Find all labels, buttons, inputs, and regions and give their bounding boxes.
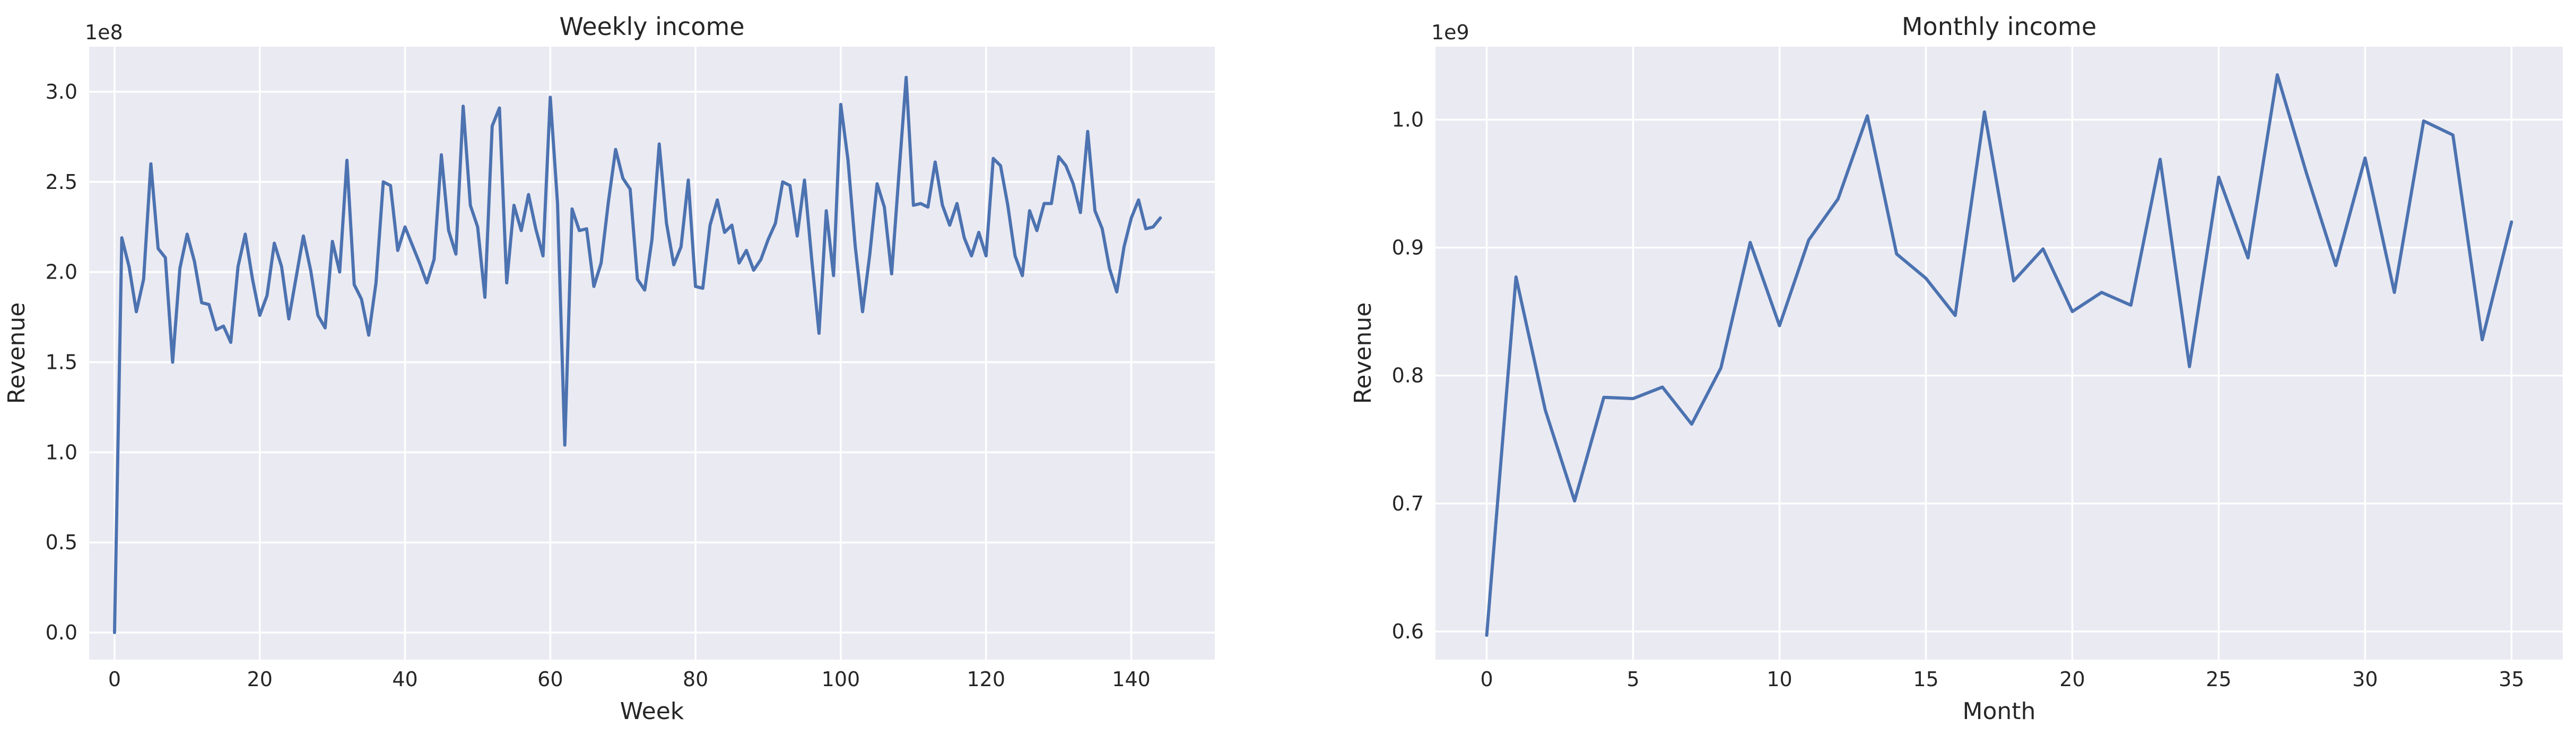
y-tick-label: 0.0 <box>46 621 77 644</box>
x-tick-label: 35 <box>2499 668 2524 691</box>
x-tick-label: 0 <box>108 668 121 691</box>
y-axis-label: Revenue <box>3 302 30 404</box>
y-offset-label: 1e8 <box>85 21 123 44</box>
y-tick-label: 0.7 <box>1392 492 1424 515</box>
y-tick-label: 1.0 <box>46 440 77 464</box>
x-tick-label: 60 <box>537 668 563 691</box>
y-axis-label: Revenue <box>1350 302 1377 404</box>
y-tick-label: 0.6 <box>1392 620 1424 643</box>
x-tick-label: 5 <box>1626 668 1639 691</box>
chart-title: Weekly income <box>559 12 744 41</box>
y-tick-label: 2.5 <box>46 170 77 194</box>
y-tick-label: 0.5 <box>46 531 77 554</box>
x-tick-label: 120 <box>967 668 1005 691</box>
y-offset-label: 1e9 <box>1431 21 1469 44</box>
x-tick-label: 40 <box>392 668 417 691</box>
chart-title: Monthly income <box>1902 12 2096 41</box>
x-axis-label: Month <box>1963 698 2036 725</box>
series-line <box>112 75 1162 634</box>
y-tick-label: 1.0 <box>1392 108 1424 131</box>
y-tick-label: 3.0 <box>46 80 77 103</box>
weekly-income-chart: 0 20 40 60 80 100 120 140 0.0 0.5 1.0 1.5 2.0 2.5 3.0 1… <box>3 12 1215 725</box>
x-tick-label: 20 <box>247 668 273 691</box>
x-tick-label: 20 <box>2059 668 2085 691</box>
y-tick-label: 0.9 <box>1392 236 1424 259</box>
x-tick-label: 25 <box>2206 668 2231 691</box>
y-tick-label: 0.8 <box>1392 364 1424 387</box>
plot-area <box>89 47 1215 660</box>
y-tick-label: 1.5 <box>46 350 77 374</box>
series-line <box>1485 73 2513 637</box>
x-tick-label: 10 <box>1766 668 1792 691</box>
x-tick-label: 0 <box>1480 668 1493 691</box>
monthly-income-chart: 0 5 10 15 20 25 30 35 0.6 0.7 0.8 0.9 1.0 1e9 Monthly … <box>1350 12 2563 725</box>
x-axis-label: Week <box>620 698 684 725</box>
x-tick-label: 80 <box>683 668 708 691</box>
x-tick-label: 15 <box>1913 668 1938 691</box>
x-tick-label: 140 <box>1112 668 1151 691</box>
x-tick-label: 100 <box>822 668 860 691</box>
y-tick-label: 2.0 <box>46 261 77 284</box>
plot-area <box>1435 47 2563 660</box>
x-tick-label: 30 <box>2352 668 2378 691</box>
